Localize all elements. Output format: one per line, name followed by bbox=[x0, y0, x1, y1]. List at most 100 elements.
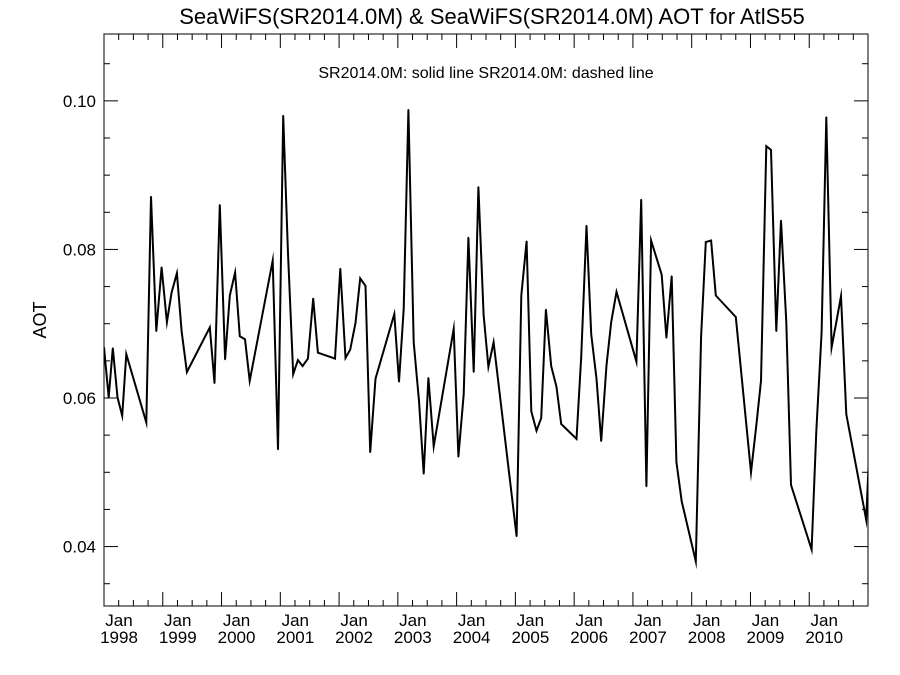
aot-data-point bbox=[452, 328, 455, 330]
y-axis-label: AOT bbox=[30, 301, 50, 338]
aot-data-point bbox=[665, 337, 668, 339]
aot-data-point bbox=[219, 204, 221, 206]
aot-data-point bbox=[359, 277, 362, 280]
aot-data-point bbox=[595, 377, 598, 380]
aot-data-point bbox=[317, 351, 319, 354]
aot-data-point bbox=[277, 448, 279, 451]
aot-data-point bbox=[224, 358, 226, 361]
aot-data-point bbox=[229, 294, 231, 297]
aot-data-point bbox=[412, 341, 415, 344]
aot-data-point bbox=[865, 519, 867, 521]
aot-data-point bbox=[307, 357, 309, 360]
aot-data-point bbox=[840, 295, 842, 298]
plot-frame bbox=[103, 33, 869, 607]
aot-data-point bbox=[775, 330, 778, 332]
aot-data-point bbox=[104, 346, 105, 349]
aot-data-point bbox=[615, 291, 618, 293]
aot-data-point bbox=[369, 451, 372, 454]
x-tick-year-label: 2001 bbox=[276, 628, 314, 647]
x-tick-month-label: Jan bbox=[223, 611, 250, 630]
aot-data-point bbox=[515, 535, 518, 537]
aot-data-point bbox=[155, 330, 158, 332]
aot-data-point bbox=[407, 109, 410, 111]
aot-data-point bbox=[765, 145, 768, 147]
aot-data-point bbox=[535, 429, 538, 432]
aot-data-point bbox=[462, 393, 465, 396]
aot-data-point bbox=[755, 424, 758, 427]
chart-title: SeaWiFS(SR2014.0M) & SeaWiFS(SR2014.0M) … bbox=[179, 4, 805, 29]
aot-data-point bbox=[427, 377, 430, 379]
x-tick-year-label: 1999 bbox=[159, 628, 197, 647]
x-tick-month-label: Jan bbox=[693, 611, 720, 630]
aot-data-point bbox=[482, 314, 485, 316]
x-axis: Jan1998Jan1999Jan2000Jan2001Jan2002Jan20… bbox=[100, 34, 869, 647]
aot-data-point bbox=[705, 241, 707, 243]
aot-data-point bbox=[344, 357, 347, 359]
aot-data-point bbox=[610, 321, 612, 324]
aot-data-point bbox=[301, 365, 304, 367]
aot-data-point bbox=[550, 365, 552, 367]
x-tick-year-label: 2010 bbox=[805, 628, 843, 647]
aot-data-point bbox=[590, 333, 592, 335]
aot-data-point bbox=[810, 548, 813, 551]
aot-data-point bbox=[710, 239, 712, 242]
aot-data-point bbox=[487, 366, 490, 368]
x-tick-month-label: Jan bbox=[340, 611, 367, 630]
aot-data-point bbox=[477, 186, 480, 188]
aot-data-point bbox=[635, 360, 638, 363]
x-tick-year-label: 2006 bbox=[570, 628, 608, 647]
aot-data-point bbox=[334, 357, 336, 360]
aot-data-point bbox=[244, 338, 246, 341]
aot-data-point bbox=[525, 240, 528, 243]
x-tick-year-label: 2002 bbox=[335, 628, 373, 647]
aot-data-point bbox=[271, 259, 274, 262]
aot-data-point bbox=[422, 473, 425, 475]
aot-data-point bbox=[884, 85, 886, 87]
aot-data-point bbox=[881, 427, 883, 429]
aot-data-point bbox=[545, 308, 547, 311]
aot-data-point bbox=[209, 326, 211, 329]
aot-data-point bbox=[785, 321, 788, 324]
x-tick-year-label: 2005 bbox=[511, 628, 549, 647]
aot-data-point bbox=[234, 271, 236, 274]
aot-data-point bbox=[402, 308, 405, 310]
aot-data-point bbox=[339, 267, 342, 270]
aot-data-point bbox=[600, 440, 602, 442]
aot-data-point bbox=[815, 430, 818, 433]
aot-data-point bbox=[735, 316, 737, 318]
x-tick-month-label: Jan bbox=[399, 611, 426, 630]
x-tick-year-label: 2003 bbox=[394, 628, 432, 647]
y-axis: 0.04 0.06 0.08 0.10 bbox=[63, 63, 868, 585]
aot-data-point bbox=[150, 195, 152, 198]
aot-data-point bbox=[492, 341, 495, 344]
aot-data-point bbox=[790, 484, 792, 486]
aot-data-point bbox=[166, 321, 168, 324]
aot-series-line bbox=[104, 109, 868, 570]
x-tick-year-label: 1998 bbox=[100, 628, 138, 647]
aot-data-point bbox=[825, 116, 828, 118]
aot-data-point bbox=[835, 321, 838, 324]
aot-data-point bbox=[640, 198, 642, 201]
aot-data-point bbox=[871, 397, 873, 399]
aot-data-point bbox=[650, 239, 652, 242]
x-tick-year-label: 2009 bbox=[747, 628, 785, 647]
aot-data-point bbox=[575, 438, 578, 440]
aot-data-point bbox=[107, 396, 110, 399]
aot-data-point bbox=[770, 149, 772, 151]
aot-data-point bbox=[248, 380, 251, 382]
aot-data-point bbox=[875, 359, 877, 361]
aot-data-point bbox=[364, 285, 367, 287]
x-tick-year-label: 2004 bbox=[453, 628, 491, 647]
aot-data-point bbox=[555, 386, 558, 388]
aot-data-point bbox=[398, 380, 400, 383]
aot-data-point bbox=[645, 485, 648, 488]
aot-data-point bbox=[125, 353, 128, 356]
aot-data-point bbox=[680, 500, 683, 503]
y-tick-label: 0.06 bbox=[63, 389, 96, 408]
aot-data-point bbox=[121, 415, 123, 417]
x-tick-year-label: 2008 bbox=[688, 628, 726, 647]
aot-data-point bbox=[715, 294, 717, 297]
aot-data-point bbox=[780, 219, 782, 222]
aot-data-point bbox=[750, 471, 752, 474]
